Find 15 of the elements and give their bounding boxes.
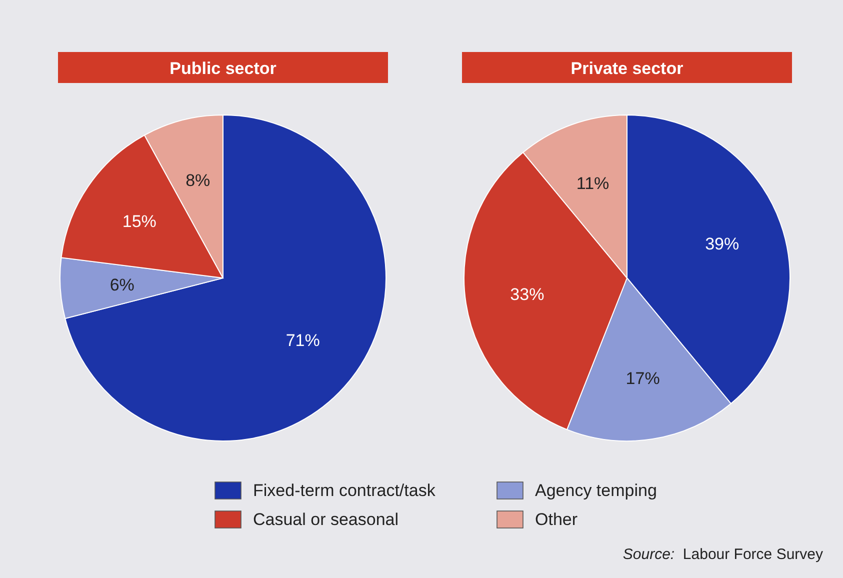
source-note: Source: Labour Force Survey xyxy=(622,546,824,563)
data-label: 6% xyxy=(110,275,134,294)
chart-title: Public sector xyxy=(170,59,277,78)
legend-label: Agency temping xyxy=(535,481,657,500)
data-label: 15% xyxy=(122,212,156,232)
data-label: 8% xyxy=(186,171,210,190)
data-label: 33% xyxy=(510,284,544,304)
chart-title: Private sector xyxy=(570,59,684,78)
data-label: 17% xyxy=(626,368,660,388)
legend-label: Other xyxy=(535,510,578,529)
data-label: 39% xyxy=(705,234,740,254)
legend-label: Casual or seasonal xyxy=(253,510,399,529)
legend-label: Fixed-term contract/task xyxy=(253,481,436,500)
data-label: 11% xyxy=(576,174,610,193)
data-label: 71% xyxy=(286,330,320,350)
